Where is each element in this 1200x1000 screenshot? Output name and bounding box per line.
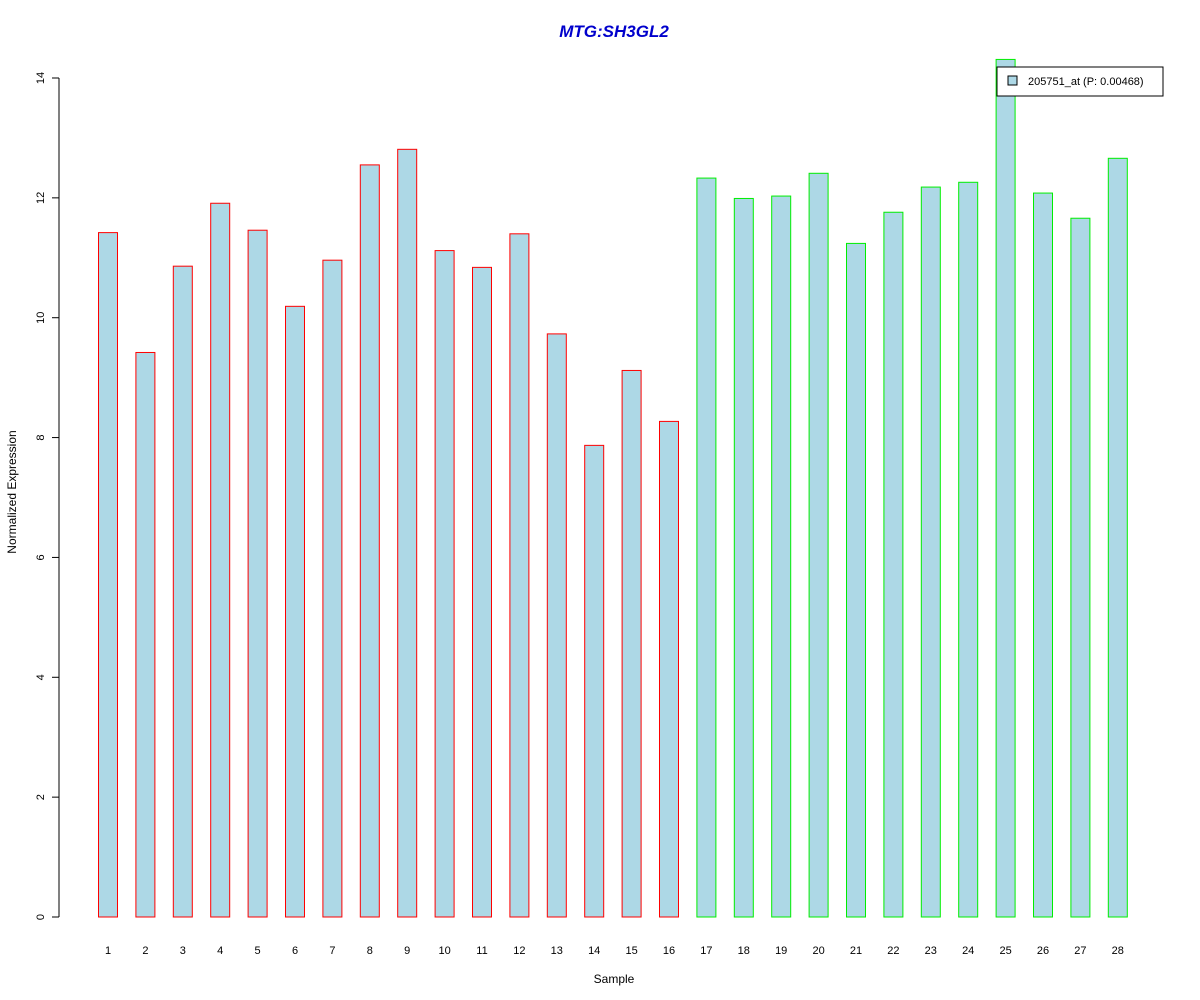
- legend: 205751_at (P: 0.00468): [996, 66, 1164, 97]
- bar-sample-26: [1033, 192, 1053, 918]
- x-tick-label: 9: [404, 945, 410, 957]
- x-tick-label: 19: [775, 945, 787, 957]
- y-tick-label: 6: [35, 554, 47, 560]
- x-tick-label: 1: [105, 945, 111, 957]
- bar-sample-12: [509, 233, 530, 918]
- bar-sample-5: [247, 229, 268, 918]
- x-tick-label: 17: [700, 945, 712, 957]
- x-tick-label: 2: [142, 945, 148, 957]
- x-tick-label: 25: [999, 945, 1011, 957]
- x-tick-label: 12: [513, 945, 525, 957]
- bar-sample-10: [434, 250, 455, 918]
- bar-sample-22: [883, 211, 904, 918]
- y-axis: 0 2 4 6 8 10 12 14: [35, 72, 60, 920]
- bar-sample-28: [1107, 157, 1128, 918]
- x-tick-labels: 1 2 3 4 5 6 7 8 9 10 11 12 13 14 15 16 17 18 19 20 21 22 23 24 2…: [105, 945, 1124, 957]
- y-tick-label: 4: [35, 674, 47, 680]
- x-tick-label: 11: [476, 945, 487, 957]
- bar-sample-19: [771, 195, 792, 918]
- x-tick-label: 22: [887, 945, 899, 957]
- x-tick-label: 5: [255, 945, 261, 957]
- x-tick-label: 13: [551, 945, 563, 957]
- chart-title: MTG:SH3GL2: [559, 22, 669, 41]
- x-tick-label: 3: [180, 945, 186, 957]
- x-axis-title: Sample: [594, 972, 635, 986]
- legend-label: 205751_at (P: 0.00468): [1028, 76, 1144, 88]
- bar-sample-11: [472, 266, 492, 918]
- y-tick-label: 10: [35, 312, 47, 324]
- x-tick-label: 16: [663, 945, 675, 957]
- legend-box: [996, 66, 1164, 97]
- bar-sample-8: [359, 164, 380, 918]
- y-tick-label: 12: [35, 192, 47, 204]
- x-tick-label: 24: [962, 945, 974, 957]
- y-tick-label: 14: [35, 72, 47, 84]
- y-tick-label: 2: [35, 794, 47, 800]
- bar-sample-9: [397, 148, 418, 918]
- bar-sample-25: [995, 58, 1016, 918]
- x-tick-label: 23: [925, 945, 937, 957]
- x-tick-label: 4: [217, 945, 223, 957]
- bar-sample-24: [958, 181, 979, 918]
- bar-sample-4: [210, 202, 231, 918]
- x-tick-label: 10: [438, 945, 450, 957]
- bar-sample-2: [135, 351, 156, 918]
- bar-sample-14: [584, 444, 605, 918]
- bar-sample-13: [546, 333, 567, 918]
- bars-group: [98, 58, 1128, 918]
- bar-sample-23: [920, 186, 941, 918]
- bar-sample-15: [621, 369, 642, 918]
- bar-sample-18: [733, 197, 754, 918]
- bar-sample-6: [285, 305, 305, 918]
- x-tick-label: 7: [329, 945, 335, 957]
- x-tick-label: 27: [1074, 945, 1086, 957]
- bar-sample-17: [696, 177, 717, 918]
- x-tick-label: 20: [812, 945, 824, 957]
- bar-sample-20: [808, 172, 829, 918]
- y-tick-label: 0: [35, 914, 47, 920]
- x-tick-label: 21: [850, 945, 862, 957]
- x-tick-label: 18: [738, 945, 750, 957]
- y-axis-title: Normalized Expression: [5, 430, 19, 553]
- x-tick-label: 6: [292, 945, 298, 957]
- legend-swatch: [1007, 75, 1018, 86]
- x-tick-label: 26: [1037, 945, 1049, 957]
- bar-sample-1: [98, 232, 118, 918]
- bar-sample-7: [322, 259, 343, 918]
- bar-sample-21: [846, 242, 866, 918]
- y-tick-label: 8: [35, 435, 47, 441]
- bar-sample-16: [659, 420, 679, 918]
- x-tick-label: 28: [1112, 945, 1124, 957]
- x-tick-label: 15: [625, 945, 637, 957]
- x-tick-label: 8: [367, 945, 373, 957]
- bar-sample-3: [172, 265, 193, 918]
- x-tick-label: 14: [588, 945, 600, 957]
- bar-sample-27: [1070, 217, 1091, 918]
